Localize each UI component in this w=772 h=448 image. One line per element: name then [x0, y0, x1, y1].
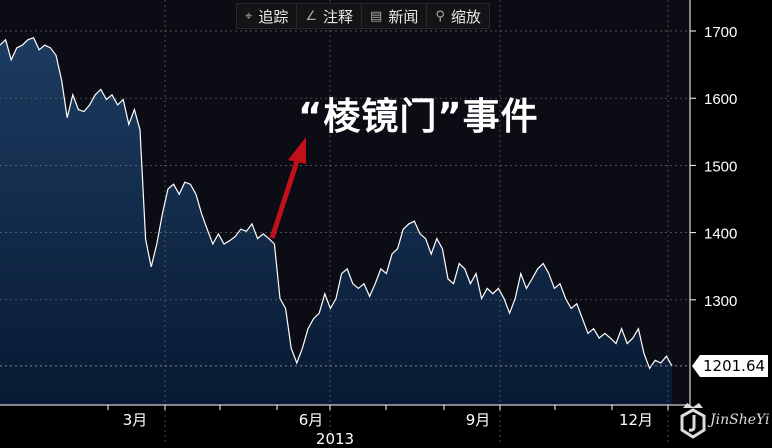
annotation-arrow-shaft [269, 157, 301, 239]
x-tick-label: 12月 [619, 411, 653, 429]
y-tick-label: 1500 [704, 158, 737, 175]
y-tick-label: 1700 [704, 24, 737, 41]
track-button[interactable]: ⌖ 追踪 [237, 4, 298, 28]
y-tick-label: 1400 [704, 226, 737, 243]
logo: JinSheYi [680, 400, 769, 440]
price-area [0, 37, 672, 405]
news-icon: ▤ [370, 8, 383, 24]
x-year-label: 2013 [316, 430, 354, 448]
zoom-button[interactable]: ⚲ 缩放 [435, 7, 481, 26]
annotation-text: “棱镜门”事件 [298, 95, 539, 138]
crosshair-icon: ⌖ [245, 8, 253, 24]
logo-text: JinSheYi [710, 412, 770, 428]
chart-toolbar: ⌖ 追踪 ∠ 注释 ▤ 新闻 ⚲ 缩放 [236, 3, 490, 29]
annotation-arrow-head [288, 137, 306, 164]
pen-icon: ∠ [305, 8, 317, 24]
x-tick-label: 3月 [123, 411, 148, 429]
annotate-button[interactable]: ∠ 注释 [297, 4, 363, 28]
last-price-tag: 1201.64 [691, 355, 769, 377]
x-tick-label: 6月 [299, 411, 324, 429]
y-tick-label: 1600 [704, 91, 737, 108]
x-tick-label: 9月 [466, 411, 491, 429]
logo-crown-icon [680, 403, 706, 439]
magnifier-icon: ⚲ [435, 8, 445, 24]
news-button[interactable]: ▤ 新闻 [362, 4, 428, 28]
price-line [0, 36, 673, 370]
y-tick-label: 1300 [704, 293, 737, 310]
